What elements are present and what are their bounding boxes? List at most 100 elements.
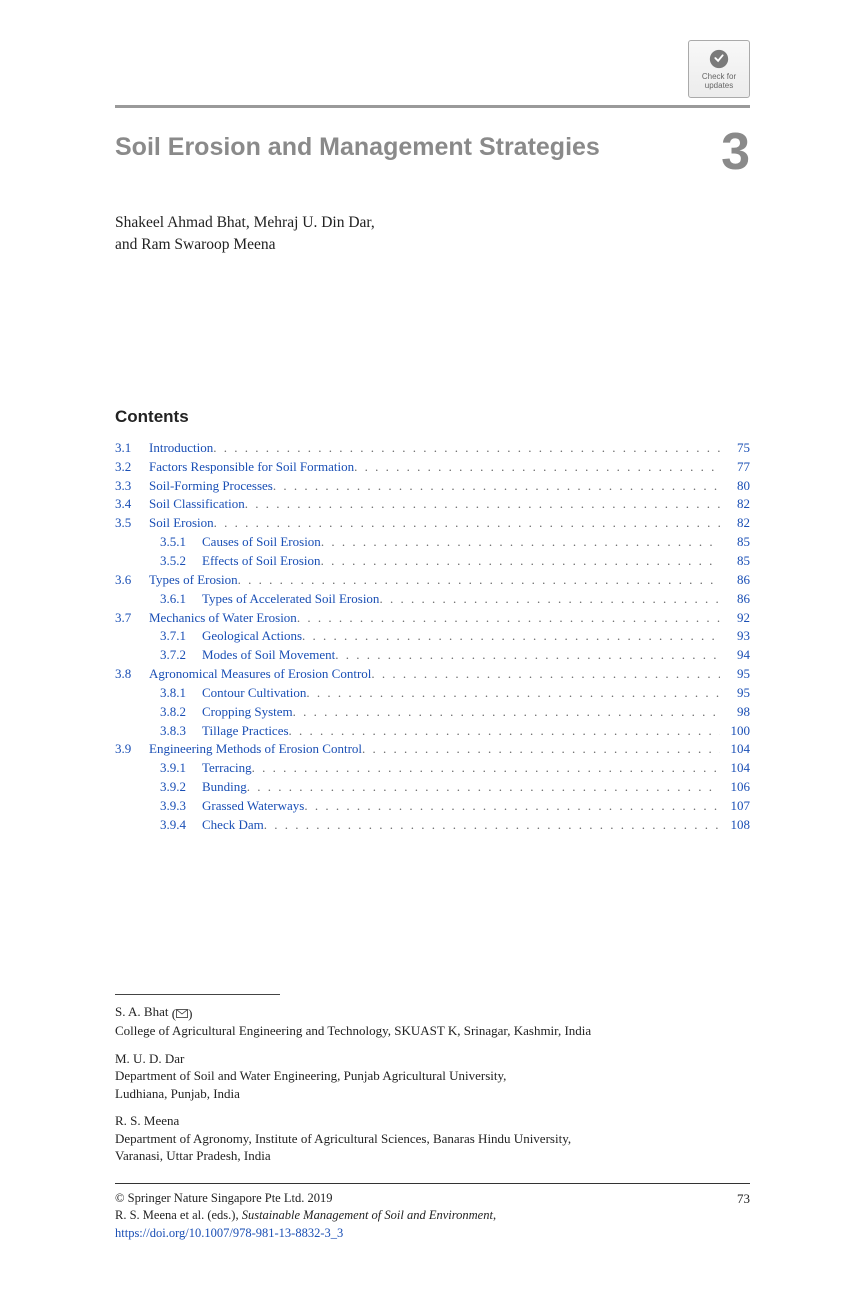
toc-entry[interactable]: 3.5.1Causes of Soil Erosion85 (115, 533, 750, 552)
toc-entry[interactable]: 3.9.2Bunding106 (115, 778, 750, 797)
footer-left: © Springer Nature Singapore Pte Ltd. 201… (115, 1190, 707, 1243)
toc-page: 95 (720, 684, 750, 703)
toc-number: 3.3 (115, 477, 149, 496)
toc-page: 104 (720, 740, 750, 759)
affiliation-line: Department of Agronomy, Institute of Agr… (115, 1130, 750, 1148)
toc-number: 3.5.2 (160, 552, 202, 571)
toc-entry[interactable]: 3.7Mechanics of Water Erosion92 (115, 609, 750, 628)
toc-page: 93 (720, 627, 750, 646)
authors: Shakeel Ahmad Bhat, Mehraj U. Din Dar, a… (115, 212, 750, 257)
toc-title: Introduction (149, 439, 213, 458)
badge-text-1: Check for (702, 72, 736, 81)
toc-entry[interactable]: 3.9.4Check Dam108 (115, 816, 750, 835)
toc-leader (302, 627, 720, 646)
affiliation-name: S. A. Bhat () (115, 1003, 750, 1022)
toc-leader (321, 533, 720, 552)
doi-link[interactable]: https://doi.org/10.1007/978-981-13-8832-… (115, 1226, 343, 1240)
toc-entry[interactable]: 3.6Types of Erosion86 (115, 571, 750, 590)
affiliation-entry: S. A. Bhat ()College of Agricultural Eng… (115, 1003, 750, 1039)
footer: © Springer Nature Singapore Pte Ltd. 201… (115, 1183, 750, 1243)
toc-entry[interactable]: 3.8.3Tillage Practices100 (115, 722, 750, 741)
toc-leader (354, 458, 720, 477)
toc-title: Grassed Waterways (202, 797, 304, 816)
toc-page: 82 (720, 495, 750, 514)
toc-entry[interactable]: 3.7.1Geological Actions93 (115, 627, 750, 646)
toc-leader (379, 590, 720, 609)
toc-entry[interactable]: 3.7.2Modes of Soil Movement94 (115, 646, 750, 665)
toc-leader (252, 759, 720, 778)
toc-number: 3.1 (115, 439, 149, 458)
header-rule (115, 105, 750, 108)
toc-page: 94 (720, 646, 750, 665)
toc-title: Causes of Soil Erosion (202, 533, 321, 552)
toc-number: 3.2 (115, 458, 149, 477)
toc-leader (245, 495, 720, 514)
toc-title: Tillage Practices (202, 722, 289, 741)
check-updates-badge[interactable]: Check for updates (688, 40, 750, 98)
toc-leader (213, 439, 720, 458)
toc-title: Bunding (202, 778, 247, 797)
toc-page: 86 (720, 590, 750, 609)
toc-page: 82 (720, 514, 750, 533)
badge-text-2: updates (705, 81, 733, 90)
affiliation-name: R. S. Meena (115, 1112, 750, 1130)
toc-entry[interactable]: 3.4Soil Classification 82 (115, 495, 750, 514)
toc-number: 3.4 (115, 495, 149, 514)
toc-leader (371, 665, 720, 684)
toc-number: 3.7 (115, 609, 149, 628)
toc-entry[interactable]: 3.8.2Cropping System98 (115, 703, 750, 722)
toc-page: 75 (720, 439, 750, 458)
toc-entry[interactable]: 3.5.2Effects of Soil Erosion 85 (115, 552, 750, 571)
toc-entry[interactable]: 3.2Factors Responsible for Soil Formatio… (115, 458, 750, 477)
toc-page: 108 (720, 816, 750, 835)
toc-title: Soil-Forming Processes (149, 477, 273, 496)
chapter-number: 3 (721, 126, 750, 178)
toc-leader (293, 703, 720, 722)
toc-title: Terracing (202, 759, 252, 778)
affiliations-block: S. A. Bhat ()College of Agricultural Eng… (115, 994, 750, 1175)
toc-title: Factors Responsible for Soil Formation (149, 458, 354, 477)
toc-title: Effects of Soil Erosion (202, 552, 321, 571)
toc-number: 3.5.1 (160, 533, 202, 552)
toc-leader (297, 609, 720, 628)
toc-entry[interactable]: 3.6.1Types of Accelerated Soil Erosion86 (115, 590, 750, 609)
toc-title: Agronomical Measures of Erosion Control (149, 665, 371, 684)
affiliation-entry: R. S. Meena Department of Agronomy, Inst… (115, 1112, 750, 1165)
toc-page: 104 (720, 759, 750, 778)
affiliation-entry: M. U. D. Dar Department of Soil and Wate… (115, 1050, 750, 1103)
toc-entry[interactable]: 3.8.1Contour Cultivation95 (115, 684, 750, 703)
toc-page: 95 (720, 665, 750, 684)
toc-page: 85 (720, 552, 750, 571)
toc-leader (306, 684, 720, 703)
toc-leader (238, 571, 720, 590)
toc-entry[interactable]: 3.9.1Terracing 104 (115, 759, 750, 778)
toc-page: 77 (720, 458, 750, 477)
affiliation-name: M. U. D. Dar (115, 1050, 750, 1068)
affiliation-line: College of Agricultural Engineering and … (115, 1022, 750, 1040)
editors: R. S. Meena et al. (eds.), (115, 1208, 242, 1222)
toc-title: Geological Actions (202, 627, 302, 646)
toc-leader (273, 477, 720, 496)
toc-page: 98 (720, 703, 750, 722)
toc-number: 3.8.1 (160, 684, 202, 703)
toc-number: 3.8 (115, 665, 149, 684)
toc-leader (289, 722, 720, 741)
toc-entry[interactable]: 3.1Introduction 75 (115, 439, 750, 458)
toc-number: 3.9.1 (160, 759, 202, 778)
affiliation-rule (115, 994, 280, 995)
toc-title: Soil Erosion (149, 514, 214, 533)
toc-entry[interactable]: 3.9.3Grassed Waterways107 (115, 797, 750, 816)
affiliation-line: Department of Soil and Water Engineering… (115, 1067, 750, 1085)
authors-line1: Shakeel Ahmad Bhat, Mehraj U. Din Dar, (115, 214, 375, 231)
toc-title: Soil Classification (149, 495, 245, 514)
toc: 3.1Introduction753.2Factors Responsible … (115, 439, 750, 835)
toc-entry[interactable]: 3.3Soil-Forming Processes80 (115, 477, 750, 496)
toc-leader (335, 646, 720, 665)
toc-entry[interactable]: 3.5Soil Erosion82 (115, 514, 750, 533)
toc-number: 3.8.3 (160, 722, 202, 741)
toc-title: Mechanics of Water Erosion (149, 609, 297, 628)
toc-number: 3.8.2 (160, 703, 202, 722)
toc-entry[interactable]: 3.8Agronomical Measures of Erosion Contr… (115, 665, 750, 684)
toc-title: Types of Accelerated Soil Erosion (202, 590, 379, 609)
toc-entry[interactable]: 3.9Engineering Methods of Erosion Contro… (115, 740, 750, 759)
